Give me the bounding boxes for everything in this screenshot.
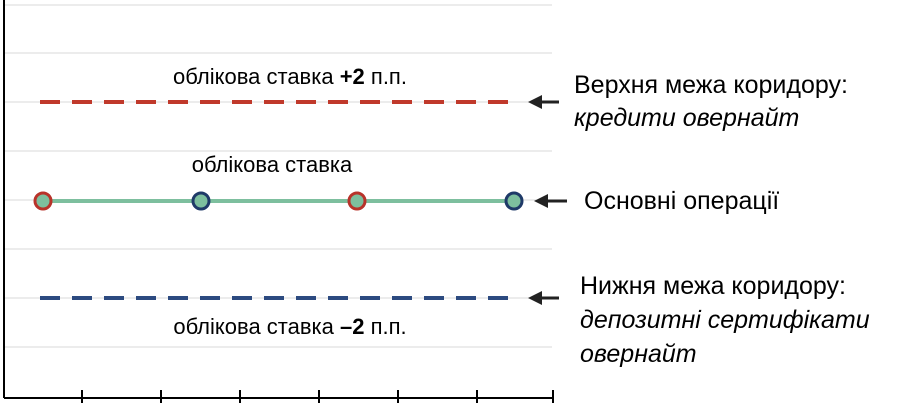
- lower-rate-label: облікова ставка –2 п.п.: [173, 314, 406, 339]
- lower-bound-title: Нижня межа коридору:: [580, 272, 846, 300]
- upper-rate-label: облікова ставка +2 п.п.: [173, 64, 407, 89]
- rate-marker-blue: [191, 191, 211, 211]
- arrow-left-icon: [528, 291, 559, 305]
- upper-bound-title: Верхня межа коридору:: [574, 71, 848, 99]
- upper-bound-subtitle: кредити овернайт: [574, 104, 799, 132]
- x-axis-ticks: [81, 390, 554, 403]
- lower-bound-subtitle-line2: овернайт: [580, 340, 697, 368]
- rate-marker-red: [347, 191, 367, 211]
- main-operations-title: Основні операції: [584, 187, 779, 215]
- arrow-left-icon: [534, 194, 567, 208]
- main-rate-label: облікова ставка: [192, 152, 353, 177]
- lower-bound-subtitle-line1: депозитні сертифікати: [580, 306, 870, 334]
- rate-marker-red: [33, 191, 53, 211]
- arrow-left-icon: [528, 95, 559, 109]
- rate-marker-blue: [504, 191, 524, 211]
